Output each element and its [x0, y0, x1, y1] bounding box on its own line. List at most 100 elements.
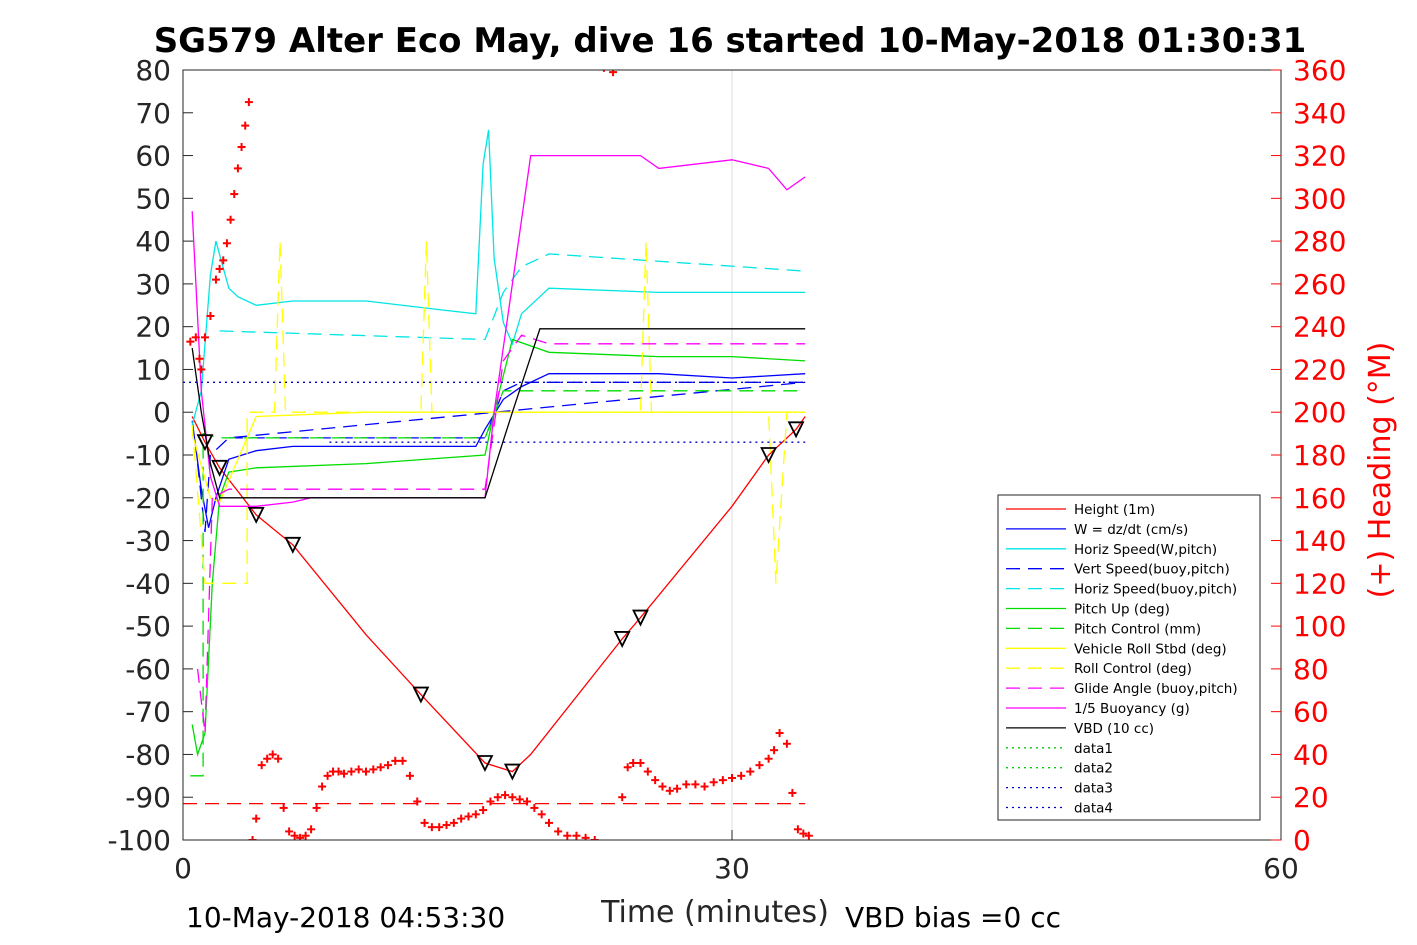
- heading-point: [383, 761, 392, 770]
- heading-point: [200, 333, 209, 342]
- heading-point: [197, 365, 206, 374]
- heading-point: [257, 761, 266, 770]
- heading-point: [651, 776, 660, 785]
- heading-point: [301, 831, 310, 840]
- heading-point: [691, 780, 700, 789]
- heading-point: [219, 256, 228, 265]
- heading-point: [770, 746, 779, 755]
- heading-point: [775, 729, 784, 738]
- height-marker: [196, 434, 214, 452]
- y-tick-label: 40: [135, 225, 171, 258]
- series-line: [191, 416, 806, 773]
- y-tick-label: 50: [135, 182, 171, 215]
- y-axis-right: 3603403203002802602402202001801601401201…: [1271, 54, 1346, 857]
- legend-label: Glide Angle (buoy,pitch): [1074, 681, 1238, 697]
- heading-point: [623, 763, 632, 772]
- heading-point: [602, 70, 605, 72]
- legend-label: Vert Speed(buoy,pitch): [1074, 562, 1230, 578]
- height-marker: [211, 459, 229, 477]
- legend: Height (1m) W = dz/dt (cm/s) Horiz Speed(W…: [997, 494, 1261, 821]
- y2-tick-label: 140: [1293, 525, 1346, 558]
- heading-point: [457, 814, 466, 823]
- heading-point: [629, 759, 638, 767]
- y2-tick-label: 60: [1293, 696, 1329, 729]
- heading-point: [195, 354, 204, 363]
- legend-label: data3: [1074, 781, 1113, 797]
- heading-point: [206, 311, 215, 320]
- heading-point: [248, 836, 257, 840]
- heading-point: [700, 782, 709, 791]
- heading-point: [636, 759, 645, 767]
- legend-label: Horiz Speed(W,pitch): [1074, 542, 1217, 558]
- heading-point: [285, 827, 294, 836]
- heading-point: [376, 763, 385, 772]
- y-tick-label: 0: [153, 396, 171, 429]
- heading-point: [244, 98, 253, 107]
- height-marker: [412, 686, 430, 704]
- heading-point: [296, 833, 305, 840]
- series-line: [191, 241, 806, 584]
- heading-point: [222, 239, 231, 248]
- heading-point: [340, 769, 349, 778]
- heading-point: [405, 771, 414, 780]
- legend-label: Height (1m): [1074, 502, 1155, 518]
- heading-point: [537, 810, 546, 819]
- legend-label: Roll Control (deg): [1074, 661, 1192, 677]
- heading-point: [618, 793, 627, 802]
- x-tick-label: 0: [174, 852, 192, 885]
- height-marker: [760, 447, 778, 465]
- heading-point: [323, 771, 332, 780]
- series-line: [190, 390, 806, 777]
- heading-point: [755, 761, 764, 770]
- y-tick-label: 10: [135, 353, 171, 386]
- heading-point: [369, 765, 378, 774]
- series-line: [196, 381, 806, 533]
- heading-point: [230, 190, 239, 199]
- heading-point: [211, 275, 220, 284]
- x-axis: 0 30 60: [174, 830, 1299, 885]
- heading-point: [764, 754, 773, 763]
- heading-point: [545, 818, 553, 827]
- x-tick-label: 60: [1263, 852, 1299, 885]
- heading-point: [318, 782, 327, 791]
- y-tick-label: -90: [125, 781, 171, 814]
- y2-tick-label: 340: [1293, 97, 1346, 130]
- heading-point: [746, 767, 755, 776]
- heading-point: [312, 803, 321, 812]
- legend-label: Pitch Control (mm): [1074, 621, 1201, 637]
- heading-point: [515, 795, 524, 804]
- heading-point: [728, 773, 736, 782]
- y-tick-label: 70: [135, 97, 171, 130]
- y2-tick-label: 100: [1293, 610, 1346, 643]
- y-tick-label: -70: [125, 696, 171, 729]
- heading-point: [737, 771, 746, 780]
- x-axis-label: Time (minutes): [600, 895, 829, 930]
- heading-point: [427, 823, 436, 832]
- heading-point: [563, 831, 572, 840]
- heading-point: [442, 821, 451, 830]
- height-marker: [613, 631, 631, 648]
- legend-label: data2: [1074, 761, 1113, 777]
- heading-point: [464, 812, 473, 821]
- heading-point: [718, 776, 727, 785]
- heading-point: [334, 767, 343, 776]
- y2-tick-label: 80: [1293, 653, 1329, 686]
- heading-point: [799, 829, 808, 838]
- series-line: [191, 373, 806, 528]
- legend-label: Pitch Up (deg): [1074, 602, 1170, 618]
- footer-vbd-bias: VBD bias =0 cc: [845, 901, 1061, 934]
- footer-timestamp: 10-May-2018 04:53:30: [186, 901, 505, 934]
- heading-point: [643, 767, 652, 776]
- y-axis-left: 80 70 60 50 40 30 20 10 0 -10 -20 -30 -40 -50 -60 -70 -8…: [107, 54, 193, 857]
- heading-point: [709, 778, 718, 787]
- series-line: [191, 338, 806, 757]
- legend-label: W = dz/dt (cm/s): [1074, 522, 1188, 538]
- x-tick-label: 30: [714, 852, 750, 885]
- heading-point: [279, 803, 288, 812]
- legend-label: data1: [1074, 741, 1113, 757]
- plot-series: [183, 70, 813, 840]
- heading-point: [479, 806, 488, 815]
- series-line: [191, 129, 806, 426]
- heading-point: [347, 767, 356, 776]
